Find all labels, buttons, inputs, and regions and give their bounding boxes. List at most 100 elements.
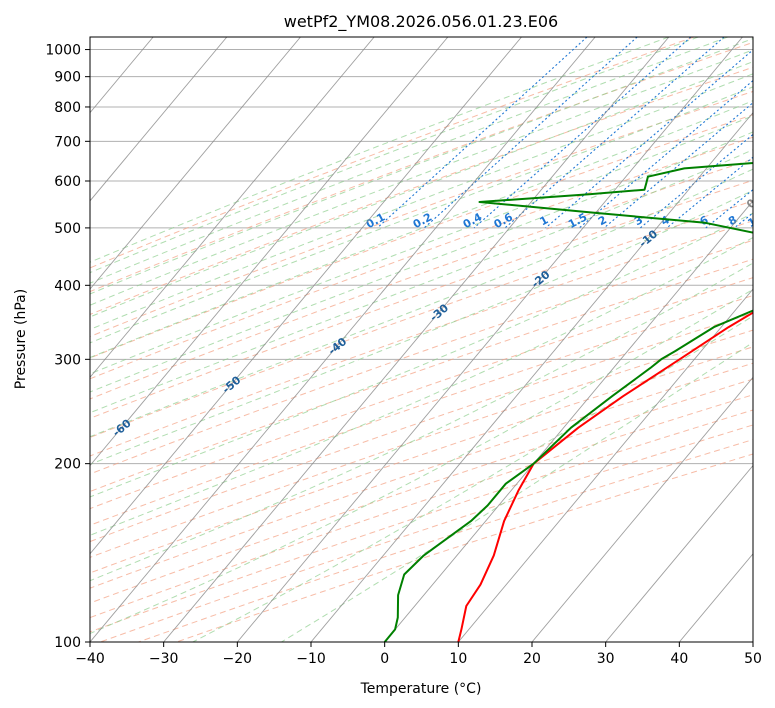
mixing-ratio-line [639, 133, 753, 229]
x-tick-label: 30 [597, 651, 615, 667]
dry-adiabat-line [90, 295, 753, 526]
y-tick-label: 800 [54, 100, 81, 116]
skew-isotherm-line [310, 111, 753, 642]
dry-adiabat-line [90, 239, 753, 475]
moist-adiabat-line [90, 115, 753, 375]
moist-adiabat-line [90, 37, 669, 263]
x-tick-label: 20 [523, 651, 541, 667]
y-tick-label: 600 [54, 174, 81, 190]
skewed-isotherms [0, 37, 753, 642]
series-line-temperature [457, 311, 753, 642]
mixing-ratio-line [376, 37, 588, 229]
dry-adiabat-line [90, 312, 753, 543]
skew-isotherm-line [90, 37, 375, 379]
isotherm-label: -50 [220, 373, 244, 396]
x-tick-label: 40 [670, 651, 688, 667]
moist-adiabat-line [90, 86, 753, 344]
isotherm-label: -10 [637, 227, 661, 250]
moist-adiabat-line [90, 212, 753, 498]
plot-frame [89, 36, 754, 643]
x-tick-label: 10 [449, 651, 467, 667]
dry-adiabat-line [90, 41, 753, 293]
x-axis: −40 −30 −20 −10 0 10 20 30 40 50 [75, 642, 762, 667]
dry-adiabat-line [100, 424, 753, 642]
y-tick-label: 700 [54, 134, 81, 150]
mixing-ratio-line [504, 37, 725, 229]
series-line-dewpoint [383, 162, 753, 642]
skew-isotherm-line [163, 37, 670, 642]
dry-adiabat-line [90, 346, 753, 574]
skew-isotherm-line [90, 37, 449, 467]
moist-adiabat-line [90, 37, 699, 274]
moist-adiabats [90, 37, 753, 642]
isotherm-label: 0 [744, 196, 758, 211]
dry-adiabat-line [90, 258, 753, 493]
y-tick-label: 400 [54, 278, 81, 294]
dry-adiabat-line [90, 90, 753, 338]
y-tick-label: 300 [54, 352, 81, 368]
moist-adiabat-line [90, 168, 753, 438]
moist-adiabat-line [90, 100, 753, 359]
x-tick-label: −20 [223, 651, 253, 667]
moist-adiabat-line [90, 73, 753, 330]
dry-adiabat-line [138, 439, 753, 642]
y-tick-label: 500 [54, 221, 81, 237]
mixing-ratio-line [666, 156, 753, 229]
dry-adiabat-line [90, 277, 753, 510]
x-tick-label: 50 [744, 651, 762, 667]
isotherm-label: -60 [110, 416, 134, 439]
dry-adiabats [90, 37, 753, 642]
chart-title: wetPf2_YM08.2026.056.01.23.E06 [284, 12, 558, 32]
skew-isotherm-line [90, 37, 596, 642]
moist-adiabat-line [90, 288, 753, 635]
y-axis-title: Pressure (hPa) [13, 289, 29, 389]
dry-adiabat-line [90, 66, 753, 316]
sounding-series [383, 162, 753, 642]
moist-adiabat-line [90, 61, 753, 318]
y-tick-label: 1000 [45, 43, 81, 59]
y-tick-label: 200 [54, 457, 81, 473]
mixing-ratio-line [757, 37, 775, 228]
dry-adiabat-line [90, 37, 695, 269]
dry-adiabat-line [90, 158, 753, 400]
dry-adiabat-line [90, 114, 753, 359]
moist-adiabat-line [90, 37, 728, 284]
moist-adiabat-line [90, 189, 753, 465]
moist-adiabat-line [281, 341, 753, 642]
mixing-ratio-label: 4 [659, 213, 672, 228]
skew-isotherm-line [90, 37, 228, 202]
x-axis-title: Temperature (°C) [360, 681, 482, 697]
x-tick-label: 0 [380, 651, 389, 667]
isotherm-label: -20 [529, 268, 553, 291]
dry-adiabat-line [90, 329, 753, 558]
mixing-ratio-label: 10 [746, 211, 766, 230]
dry-adiabat-line [90, 362, 753, 589]
dry-adiabat-line [90, 394, 753, 619]
x-tick-label: −10 [296, 651, 326, 667]
moist-adiabat-line [90, 49, 753, 306]
moist-adiabat-line [90, 131, 753, 393]
mixing-ratio-line [473, 37, 692, 229]
isotherm-label: -70 [0, 466, 19, 489]
dry-adiabat-line [90, 179, 753, 419]
mixing-ratio-label: 6 [698, 213, 711, 228]
moist-adiabat-line [90, 38, 753, 295]
skew-isotherm-line [90, 37, 522, 555]
mixing-ratio-line [545, 49, 753, 229]
skew-isotherm-line [236, 37, 743, 642]
dry-adiabat-line [90, 200, 753, 438]
x-tick-label: −40 [75, 651, 105, 667]
skew-isotherm-line [0, 37, 6, 642]
y-tick-label: 900 [54, 70, 81, 86]
mixing-ratio-lines: 0.10.20.40.611.52346810131620253036 [364, 37, 775, 231]
plot-area: 0.10.20.40.611.52346810131620253036 -100… [0, 37, 775, 642]
dry-adiabat-line [90, 136, 753, 380]
dry-adiabat-line [90, 378, 753, 604]
skew-isotherm-line [0, 37, 80, 642]
skew-isotherm-line [605, 464, 753, 642]
moist-adiabat-line [90, 149, 753, 414]
dry-adiabat-line [176, 453, 753, 642]
skew-isotherm-line [384, 200, 753, 642]
